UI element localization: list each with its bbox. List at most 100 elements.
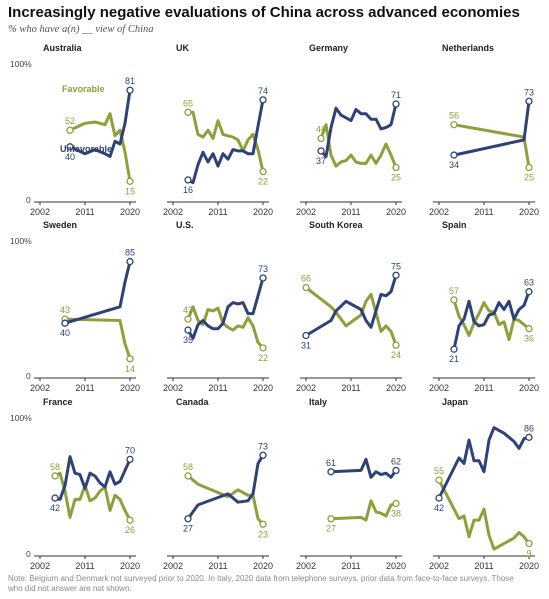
end-point-marker: [525, 288, 533, 296]
favorable-line: [329, 499, 398, 522]
x-tick-label: 2002: [429, 561, 449, 571]
panel-title: Australia: [43, 43, 83, 53]
panel-title: Canada: [176, 397, 210, 407]
start-value-label: 40: [65, 152, 75, 162]
end-value-label: 25: [524, 173, 534, 183]
end-value-label: 74: [258, 86, 268, 96]
end-point-marker: [392, 100, 400, 108]
end-point-marker: [392, 466, 400, 475]
panel-spain: Spain 2002 2011 2020 57 36 21 63: [429, 220, 539, 393]
start-value-label: 46: [316, 125, 326, 135]
end-value-label: 81: [125, 76, 135, 86]
end-point-marker: [126, 355, 134, 363]
panel-title: U.S.: [176, 220, 194, 230]
start-point-marker: [184, 108, 192, 116]
panel-france: France 100% 0 2002 2011 2020 58 26 42 70: [10, 397, 140, 571]
start-value-label: 34: [449, 160, 459, 170]
start-point-marker: [61, 319, 69, 327]
start-value-label: 35: [183, 335, 193, 345]
x-tick-label: 2011: [208, 383, 227, 393]
start-value-label: 57: [449, 286, 459, 296]
panel-title: Japan: [442, 397, 468, 407]
x-tick-label: 2020: [253, 561, 273, 571]
start-value-label: 61: [326, 458, 336, 468]
start-value-label: 65: [183, 98, 193, 108]
unfavorable-line: [452, 99, 531, 157]
x-tick-label: 2020: [519, 561, 539, 571]
start-point-marker: [302, 331, 310, 340]
x-tick-label: 2020: [386, 561, 406, 571]
y-tick-label: 100%: [10, 59, 32, 69]
end-value-label: 14: [125, 364, 135, 374]
x-tick-label: 2002: [30, 207, 50, 217]
legend-favorable: Favorable: [62, 84, 105, 94]
end-point-marker: [392, 271, 400, 279]
end-value-label: 62: [391, 456, 401, 466]
unfavorable-line: [329, 457, 398, 479]
x-tick-label: 2020: [120, 383, 140, 393]
x-tick-label: 2011: [474, 561, 493, 571]
panel-germany: Germany 2002 2011 2020 46 25 37 71: [296, 43, 406, 217]
end-value-label: 85: [125, 248, 135, 258]
end-value-label: 70: [125, 445, 135, 455]
favorable-line: [53, 471, 132, 522]
start-value-label: 58: [50, 462, 60, 472]
start-value-label: 27: [183, 524, 193, 534]
start-point-marker: [450, 296, 458, 304]
end-point-marker: [525, 97, 533, 105]
start-value-label: 58: [183, 462, 193, 472]
x-tick-label: 2011: [474, 383, 493, 393]
panel-south-korea: South Korea 2002 2011 2020 66 24 31 75: [296, 220, 406, 393]
start-value-label: 43: [183, 305, 193, 315]
end-point-marker: [259, 96, 267, 104]
x-tick-label: 2011: [208, 207, 227, 217]
x-tick-label: 2020: [519, 207, 539, 217]
x-tick-label: 2002: [30, 561, 50, 571]
x-tick-label: 2011: [75, 561, 94, 571]
end-value-label: 22: [258, 353, 268, 363]
end-value-label: 36: [524, 334, 534, 344]
panel-japan: Japan 2002 2011 2020 55 9 42 86: [429, 397, 539, 571]
start-value-label: 27: [326, 524, 336, 534]
end-point-marker: [259, 344, 267, 352]
y-tick-label: 0: [26, 549, 31, 559]
panel-italy: Italy 2002 2011 2020 27 38 61 62: [296, 397, 406, 571]
end-value-label: 38: [391, 509, 401, 519]
x-tick-label: 2020: [253, 207, 273, 217]
end-value-label: 86: [524, 423, 534, 433]
start-point-marker: [184, 515, 192, 523]
panel-uk: UK 2002 2011 2020 65 22 16 74: [163, 43, 273, 217]
y-tick-label: 0: [26, 371, 31, 381]
x-tick-label: 2020: [120, 561, 140, 571]
end-point-marker: [126, 455, 134, 464]
panel-title: Netherlands: [442, 43, 494, 53]
x-tick-label: 2011: [208, 561, 227, 571]
favorable-line: [186, 474, 265, 526]
x-tick-label: 2011: [75, 207, 94, 217]
end-point-marker: [259, 520, 267, 528]
end-point-marker: [259, 274, 267, 282]
end-point-marker: [259, 167, 267, 176]
end-point-marker: [525, 325, 533, 333]
end-value-label: 22: [258, 177, 268, 187]
x-tick-label: 2011: [341, 207, 360, 217]
favorable-line: [304, 286, 398, 347]
x-tick-label: 2020: [519, 383, 539, 393]
unfavorable-line: [319, 102, 398, 158]
panel-u-s-: U.S. 2002 2011 2020 43 22 35 73: [163, 220, 273, 393]
unfavorable-line: [452, 290, 531, 351]
panel-sweden: Sweden 100% 0 2002 2011 2020 43 14 40 85: [10, 220, 140, 393]
start-point-marker: [51, 472, 59, 480]
end-point-marker: [126, 86, 134, 94]
favorable-line: [63, 317, 132, 361]
end-value-label: 24: [391, 350, 401, 360]
start-value-label: 55: [434, 466, 444, 476]
unfavorable-line: [437, 426, 531, 500]
panel-title: Germany: [309, 43, 348, 53]
x-tick-label: 2002: [30, 383, 50, 393]
start-point-marker: [51, 494, 59, 502]
x-tick-label: 2011: [341, 561, 360, 571]
panel-netherlands: Netherlands 2002 2011 2020 56 25 34 73: [429, 43, 539, 217]
end-point-marker: [392, 341, 400, 349]
end-value-label: 23: [258, 529, 268, 539]
